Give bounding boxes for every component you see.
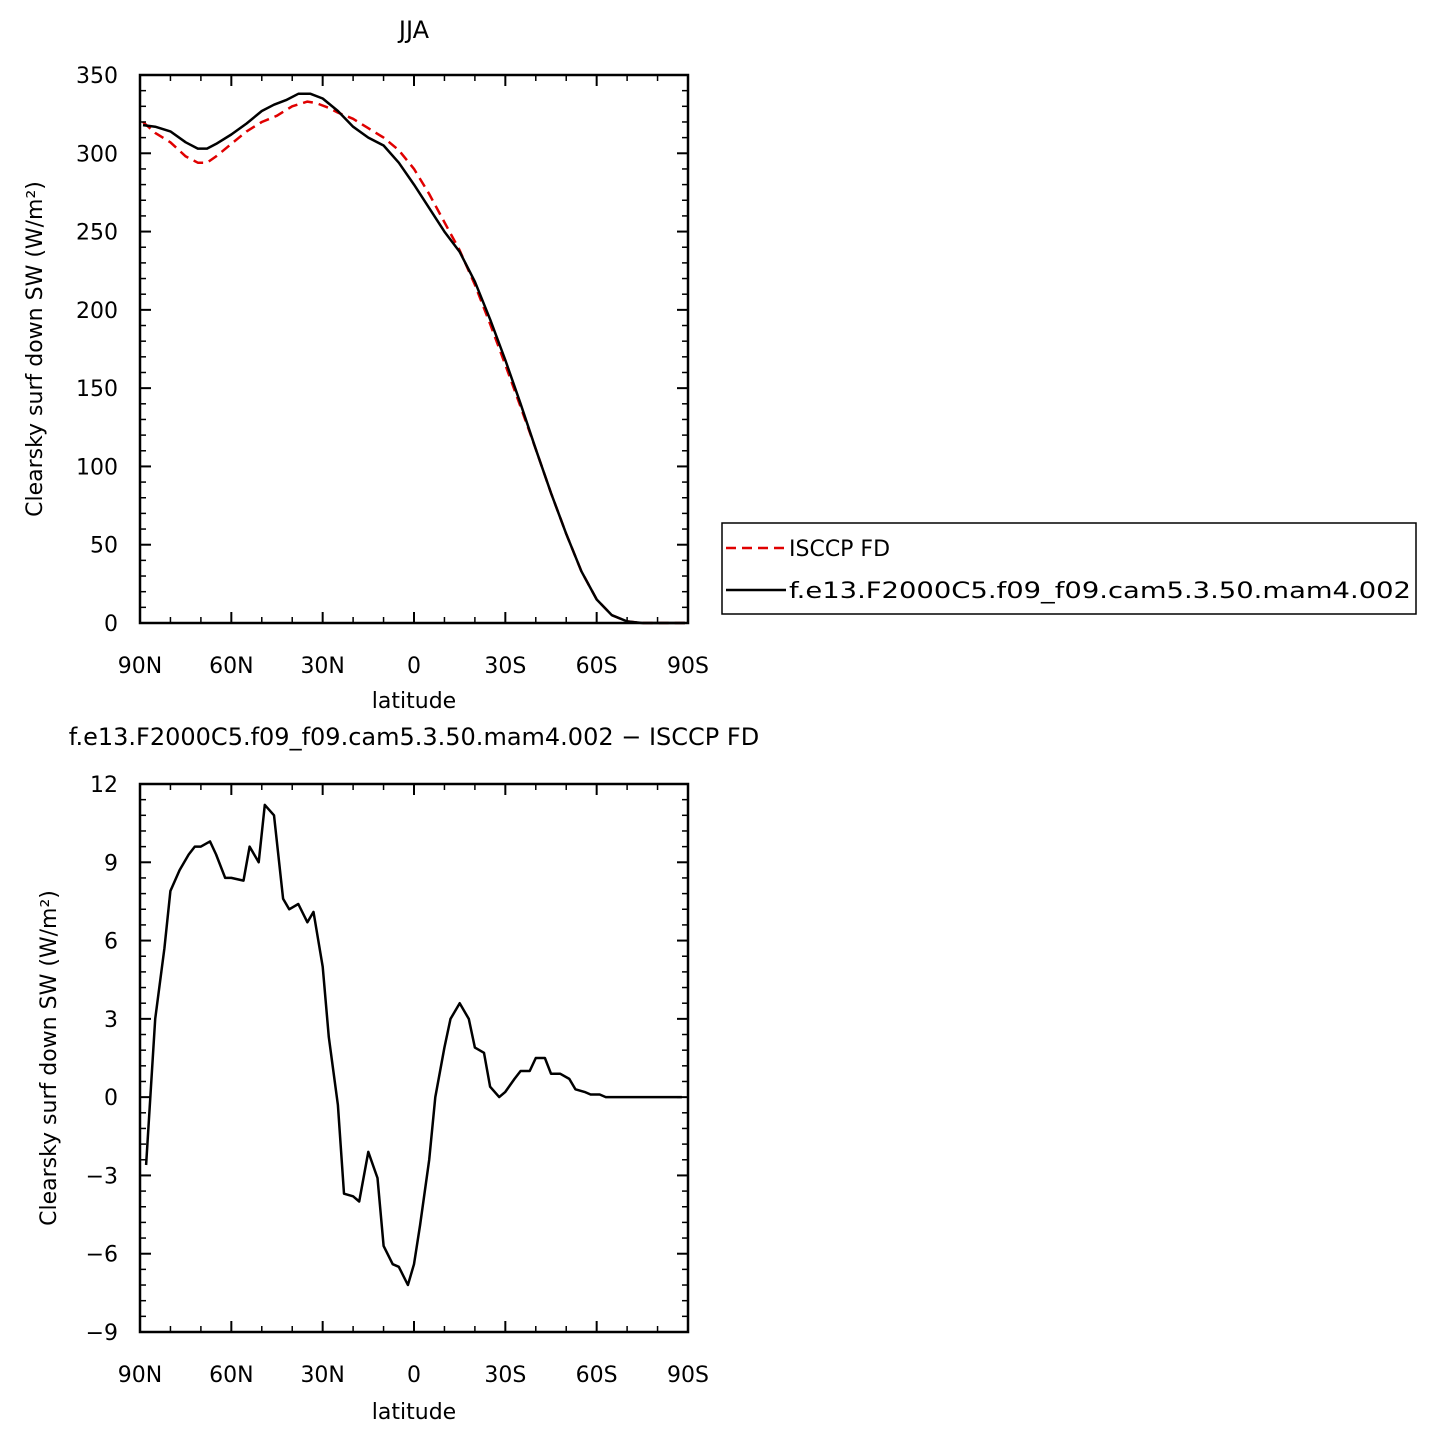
bottom-panel: f.e13.F2000C5.f09_f09.cam5.3.50.mam4.002…	[37, 723, 759, 1425]
top-x-tick-label: 90N	[118, 654, 162, 679]
top-y-tick-label: 350	[76, 64, 118, 89]
top-ticks: 90N 60N 30N 0 30S 60S 90S 0 50 100 150 200 250 300 350	[76, 64, 709, 679]
top-x-tick-label: 30N	[300, 654, 344, 679]
bottom-y-tick-label: −6	[86, 1243, 118, 1268]
bottom-y-tick-label: 0	[104, 1086, 118, 1111]
bottom-x-tick-label: 30S	[484, 1363, 526, 1388]
top-y-tick-label: 150	[76, 377, 118, 402]
top-panel: JJA 90N 60N 30N 0 30S 60S 90S 0 50 100 150 200 250 30…	[23, 16, 709, 714]
bottom-y-tick-label: 3	[104, 1008, 118, 1033]
top-series-line-1	[142, 92, 685, 625]
bottom-x-tick-label: 0	[407, 1363, 421, 1388]
bottom-chart-title: f.e13.F2000C5.f09_f09.cam5.3.50.mam4.002…	[69, 723, 759, 751]
top-y-axis-title: Clearsky surf down SW (W/m²)	[23, 181, 48, 517]
top-y-tick-label: 250	[76, 221, 118, 246]
bottom-y-tick-label: 12	[90, 773, 118, 798]
bottom-x-tick-label: 90N	[118, 1363, 162, 1388]
bottom-plot-lines	[144, 803, 682, 1287]
bottom-x-tick-label: 60N	[209, 1363, 253, 1388]
top-x-axis-title: latitude	[372, 689, 456, 714]
bottom-y-tick-label: −3	[86, 1164, 118, 1189]
bottom-y-tick-label: 6	[104, 930, 118, 955]
top-x-tick-label: 90S	[667, 654, 709, 679]
top-series-line-0	[142, 100, 685, 625]
top-y-tick-label: 0	[104, 612, 118, 637]
bottom-x-tick-label: 90S	[667, 1363, 709, 1388]
top-y-tick-label: 50	[90, 534, 118, 559]
top-plot-frame	[138, 73, 690, 625]
bottom-x-tick-label: 60S	[576, 1363, 618, 1388]
top-y-tick-label: 300	[76, 142, 118, 167]
legend: ISCCP FD f.e13.F2000C5.f09_f09.cam5.3.50…	[721, 522, 1417, 615]
top-x-tick-label: 60S	[576, 654, 618, 679]
bottom-y-axis-title: Clearsky surf down SW (W/m²)	[37, 890, 62, 1226]
top-y-tick-label: 100	[76, 455, 118, 480]
legend-box	[721, 522, 1417, 615]
bottom-y-tick-label: −9	[86, 1321, 118, 1346]
top-y-tick-label: 200	[76, 299, 118, 324]
bottom-ticks: 90N 60N 30N 0 30S 60S 90S −9 −6 −3 0 3 6 9 12	[86, 773, 709, 1388]
bottom-x-tick-label: 30N	[300, 1363, 344, 1388]
bottom-y-tick-label: 9	[104, 851, 118, 876]
bottom-series-line-0	[144, 803, 682, 1287]
top-chart-title: JJA	[397, 16, 430, 44]
legend-label-model: f.e13.F2000C5.f09_f09.cam5.3.50.mam4.002	[789, 579, 1411, 604]
bottom-x-axis-title: latitude	[372, 1400, 456, 1425]
top-plot-lines	[142, 92, 685, 625]
top-x-tick-label: 0	[407, 654, 421, 679]
top-x-tick-label: 60N	[209, 654, 253, 679]
top-x-tick-label: 30S	[484, 654, 526, 679]
bottom-plot-frame	[138, 782, 690, 1334]
legend-label-isccp: ISCCP FD	[789, 537, 890, 562]
